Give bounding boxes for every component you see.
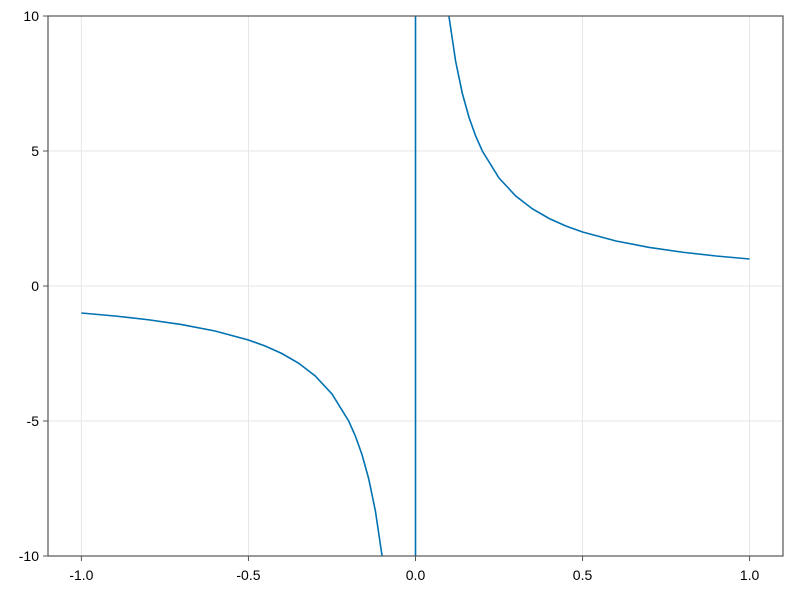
series-line bbox=[81, 15, 750, 557]
x-tick-label: 0.0 bbox=[406, 567, 426, 583]
y-tick-label: 0 bbox=[31, 278, 39, 294]
x-tick-label: -1.0 bbox=[69, 567, 93, 583]
y-tick-label: -10 bbox=[19, 548, 39, 564]
y-tick-label: 10 bbox=[23, 8, 39, 24]
x-tick-label: 0.5 bbox=[573, 567, 593, 583]
x-tick-label: -0.5 bbox=[236, 567, 260, 583]
ticks: -1.0 -0.5 0.0 0.5 1.0 -10 -5 0 5 10 bbox=[19, 8, 760, 583]
series-layer bbox=[81, 15, 750, 557]
x-tick-label: 1.0 bbox=[740, 567, 760, 583]
y-tick-label: 5 bbox=[31, 143, 39, 159]
y-tick-label: -5 bbox=[27, 413, 40, 429]
